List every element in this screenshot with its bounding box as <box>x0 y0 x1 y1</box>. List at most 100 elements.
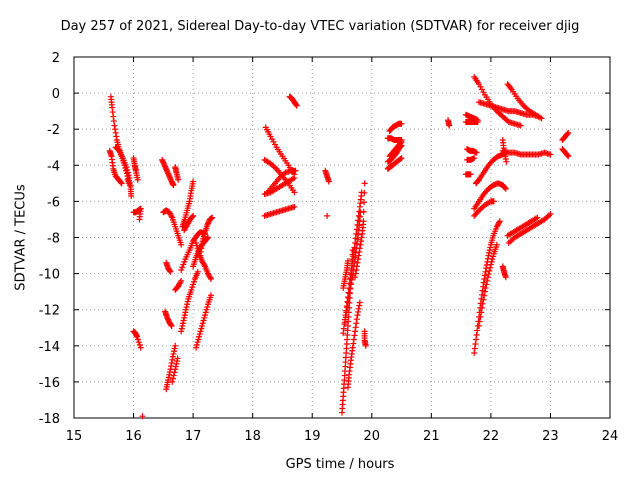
data-point <box>356 299 363 306</box>
data-point <box>480 296 487 303</box>
data-point <box>471 155 478 162</box>
series-arc36 <box>340 257 351 292</box>
data-point <box>177 279 184 286</box>
data-point <box>194 268 201 275</box>
data-point <box>342 314 349 321</box>
x-axis-label: GPS time / hours <box>285 457 395 472</box>
series-arc45 <box>445 117 453 129</box>
series-arc14 <box>162 308 175 329</box>
y-tick-label: -12 <box>39 304 60 319</box>
data-point <box>193 239 200 246</box>
series-arc3 <box>112 144 133 181</box>
data-point <box>209 214 216 221</box>
series-arc64 <box>559 146 572 160</box>
data-point <box>446 122 453 129</box>
data-point <box>125 172 132 179</box>
series-arc63 <box>504 214 541 239</box>
data-point <box>169 378 176 385</box>
data-point <box>564 130 571 137</box>
data-point <box>502 274 509 281</box>
data-point <box>398 155 405 162</box>
data-point <box>291 189 298 196</box>
x-tick-label: 22 <box>483 429 500 444</box>
data-point <box>398 120 405 127</box>
data-point <box>502 185 509 192</box>
data-point <box>205 234 211 241</box>
data-point <box>293 102 300 109</box>
data-point <box>175 176 182 183</box>
y-tick-label: 0 <box>52 87 60 102</box>
data-point <box>193 242 200 249</box>
series-arc50 <box>462 171 474 178</box>
data-point <box>194 339 201 346</box>
data-point <box>207 274 214 281</box>
data-point <box>467 171 474 178</box>
data-point <box>397 139 404 146</box>
data-point <box>199 322 206 329</box>
data-point <box>135 339 142 346</box>
y-tick-label: -8 <box>47 232 60 247</box>
series-arc43 <box>386 120 405 135</box>
data-point <box>477 313 484 320</box>
series-arc27 <box>261 156 298 196</box>
series-arc20 <box>181 212 197 234</box>
chart-title: Day 257 of 2021, Sidereal Day-to-day VTE… <box>60 19 580 34</box>
y-tick-label: -16 <box>39 376 60 391</box>
data-point <box>481 292 488 299</box>
data-points <box>106 73 572 420</box>
data-point <box>502 184 509 191</box>
data-point <box>503 158 510 165</box>
series-arc17 <box>178 268 201 335</box>
data-point <box>124 169 131 176</box>
data-point <box>484 274 491 281</box>
data-point <box>478 309 485 316</box>
data-point <box>344 304 351 311</box>
series-arc38 <box>352 180 368 281</box>
data-point <box>202 312 209 319</box>
series-arc37 <box>344 299 363 391</box>
data-point <box>361 189 368 196</box>
data-point <box>486 267 493 274</box>
data-point <box>347 281 354 288</box>
data-point <box>191 278 198 285</box>
data-point <box>490 198 497 205</box>
data-point <box>346 290 353 297</box>
series-arc5 <box>130 155 141 183</box>
data-point <box>361 199 368 206</box>
series-arc39 <box>361 328 369 349</box>
data-point <box>123 164 130 171</box>
data-point <box>487 264 494 271</box>
axis-ticks <box>73 56 611 419</box>
data-point <box>134 333 141 340</box>
data-point <box>565 129 572 136</box>
data-point <box>482 285 489 292</box>
data-point <box>193 341 200 348</box>
x-tick-label: 16 <box>125 429 142 444</box>
series-arc31 <box>322 167 332 185</box>
series-arc44 <box>384 155 405 172</box>
data-point <box>136 341 143 348</box>
data-point <box>118 180 125 187</box>
data-point <box>485 271 492 278</box>
series-arc13 <box>172 277 185 293</box>
data-point <box>197 328 204 335</box>
data-point <box>473 149 480 156</box>
data-point <box>345 294 352 301</box>
data-point <box>178 241 185 248</box>
data-point <box>341 319 348 326</box>
data-point <box>481 288 488 295</box>
series-arc61 <box>499 263 509 281</box>
data-point <box>565 153 572 160</box>
data-point <box>201 262 208 269</box>
data-point <box>475 322 482 329</box>
y-tick-label: 2 <box>52 51 60 66</box>
x-tick-label: 19 <box>304 429 321 444</box>
series-arc4 <box>124 176 135 199</box>
data-point <box>344 257 351 264</box>
data-point <box>347 285 354 292</box>
data-point <box>178 266 185 273</box>
data-point <box>204 303 211 310</box>
data-point <box>190 281 197 288</box>
data-point <box>128 192 135 199</box>
